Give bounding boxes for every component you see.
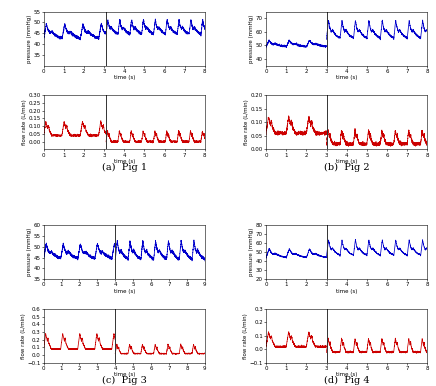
Y-axis label: pressure (mmHg): pressure (mmHg) — [249, 228, 255, 276]
X-axis label: time (s): time (s) — [336, 75, 358, 80]
X-axis label: time (s): time (s) — [113, 159, 135, 164]
Text: (d)  Pig 4: (d) Pig 4 — [324, 376, 369, 386]
Y-axis label: pressure (mmHg): pressure (mmHg) — [27, 228, 32, 276]
Y-axis label: flow rate (L/min): flow rate (L/min) — [243, 313, 248, 359]
X-axis label: time (s): time (s) — [113, 372, 135, 378]
Y-axis label: pressure (mmHg): pressure (mmHg) — [27, 14, 32, 63]
X-axis label: time (s): time (s) — [336, 372, 358, 378]
X-axis label: time (s): time (s) — [336, 289, 358, 294]
Y-axis label: flow rate (L/min): flow rate (L/min) — [22, 100, 27, 145]
X-axis label: time (s): time (s) — [113, 75, 135, 80]
X-axis label: time (s): time (s) — [336, 159, 358, 164]
Text: (b)  Pig 2: (b) Pig 2 — [324, 163, 369, 172]
Y-axis label: flow rate (L/min): flow rate (L/min) — [20, 313, 26, 359]
X-axis label: time (s): time (s) — [113, 289, 135, 294]
Y-axis label: flow rate (L/min): flow rate (L/min) — [244, 100, 249, 145]
Text: (c)  Pig 3: (c) Pig 3 — [102, 376, 146, 386]
Y-axis label: pressure (mmHg): pressure (mmHg) — [249, 14, 255, 63]
Text: (a)  Pig 1: (a) Pig 1 — [102, 163, 147, 172]
